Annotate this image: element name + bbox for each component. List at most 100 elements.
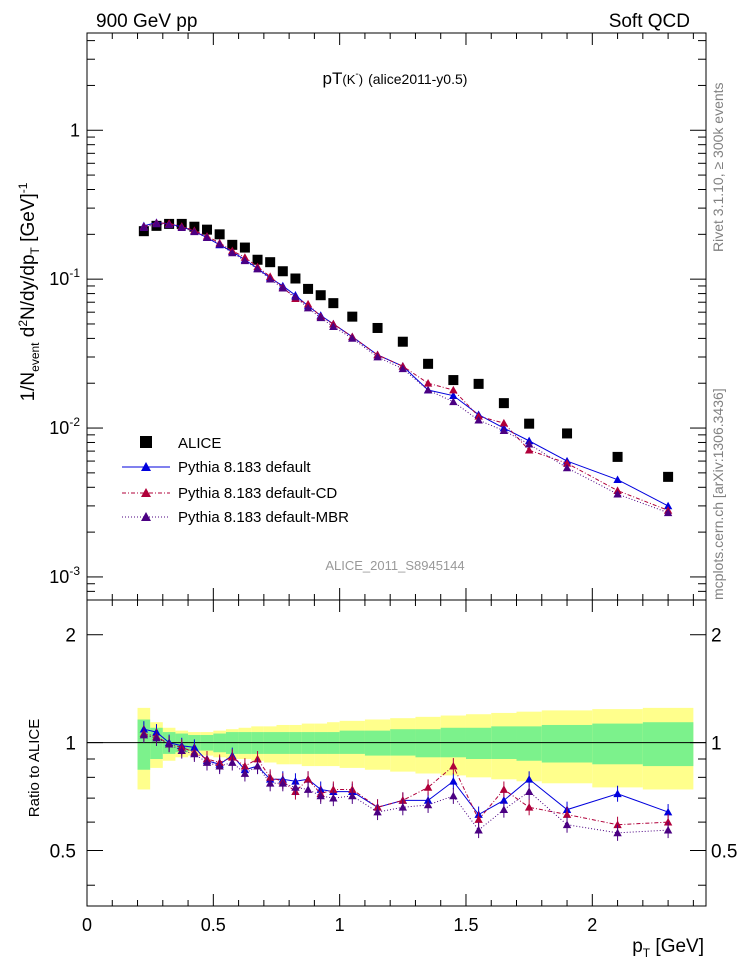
data-point-mbr — [139, 223, 149, 231]
data-point-alice — [138, 226, 149, 237]
plot-title: pT(K-) (alice2011-y0.5) — [323, 69, 468, 88]
legend-label-default: Pythia 8.183 default — [178, 459, 311, 476]
ratio-point-mbr — [373, 807, 382, 816]
stat-band-bin — [642, 722, 694, 767]
ratio-point-cd — [423, 783, 433, 791]
ratio-point-cd — [663, 817, 673, 826]
y-tick-label-ratio-right: 0.5 — [711, 841, 737, 862]
data-point-mbr — [152, 219, 161, 228]
data-point-mbr — [398, 364, 408, 373]
plot-title-sup: - — [355, 69, 358, 80]
legend-marker-mbr — [141, 512, 151, 521]
data-point-alice — [612, 451, 623, 462]
data-point-alice — [252, 254, 263, 265]
ratio-point-mbr — [139, 730, 149, 739]
data-point-mbr — [278, 283, 288, 292]
data-point-alice — [372, 322, 383, 333]
legend: ALICE Pythia 8.183 default Pythia 8.183 … — [122, 435, 349, 526]
data-point-alice — [448, 375, 459, 386]
legend-label-alice: ALICE — [178, 435, 221, 452]
data-point-alice — [227, 239, 238, 250]
data-point-mbr — [202, 233, 212, 242]
y-tick-label-top: 1 — [70, 120, 80, 140]
ratio-point-mbr — [215, 761, 224, 770]
ratio-point-default — [524, 775, 534, 783]
data-point-alice — [473, 378, 484, 389]
data-point-cd — [499, 418, 509, 427]
data-point-mbr — [499, 426, 509, 435]
ratio-point-mbr — [303, 785, 313, 793]
data-point-default — [613, 475, 622, 484]
x-tick-label: 0 — [82, 915, 92, 935]
y-tick-label-ratio-right: 1 — [711, 734, 722, 755]
stat-band-bin — [516, 726, 542, 761]
data-point-mbr — [164, 220, 174, 229]
ratio-point-default — [663, 807, 673, 816]
plot-title-close: ) — [359, 72, 363, 87]
data-point-alice — [663, 471, 674, 482]
y-axis-label-ratio: Ratio to ALICE — [26, 719, 43, 817]
ratio-point-mbr — [348, 791, 357, 800]
data-point-alice — [202, 224, 213, 235]
legend-label-mbr: Pythia 8.183 default-MBR — [178, 509, 349, 526]
ratio-point-cd — [303, 775, 313, 783]
legend-marker-alice — [140, 436, 152, 448]
data-point-alice — [265, 257, 276, 268]
data-point-mbr — [228, 248, 237, 257]
ratio-point-cd — [449, 761, 458, 770]
data-point-mbr — [562, 463, 572, 472]
data-point-alice — [397, 336, 408, 347]
ratio-point-cd — [499, 785, 509, 793]
data-point-mbr — [524, 439, 534, 448]
ratio-point-cd — [562, 810, 572, 818]
ratio-point-mbr — [190, 749, 199, 758]
data-point-alice — [290, 273, 301, 284]
ratio-point-default — [613, 789, 622, 798]
y-tick-label-ratio-right: 2 — [711, 626, 722, 647]
ratio-point-mbr — [265, 779, 275, 787]
ratio-point-mbr — [164, 739, 174, 748]
data-point-alice — [315, 290, 326, 301]
ratio-point-mbr — [228, 758, 237, 766]
ratio-line-mbr — [143, 734, 669, 834]
x-tick-label: 1.5 — [453, 915, 478, 935]
ratio-point-default — [499, 796, 509, 804]
x-tick-label: 0.5 — [201, 915, 226, 935]
data-point-mbr — [423, 385, 433, 394]
data-point-cd — [562, 459, 572, 467]
data-point-mbr — [240, 256, 250, 265]
y-tick-label-ratio-left: 0.5 — [50, 841, 76, 862]
data-point-mbr — [253, 264, 262, 273]
ratio-point-mbr — [663, 825, 673, 834]
ratio-point-mbr — [613, 828, 622, 837]
header-right: Soft QCD — [609, 11, 690, 32]
stat-band-bin — [415, 729, 441, 758]
data-point-alice — [498, 398, 509, 409]
x-tick-label: 1 — [335, 915, 345, 935]
data-point-mbr — [449, 397, 458, 406]
ratio-point-mbr — [152, 733, 161, 742]
data-point-mbr — [663, 508, 673, 517]
x-tick-label: 2 — [587, 915, 597, 935]
data-point-alice — [239, 242, 250, 253]
x-axis-label: pT [GeV] — [632, 936, 704, 960]
header-left: 900 GeV pp — [96, 11, 197, 32]
data-point-mbr — [291, 292, 300, 301]
y-tick-label-ratio-left: 2 — [65, 626, 76, 647]
data-point-mbr — [190, 227, 199, 236]
y-axis-label-top: 1/Nevent d2N/dy/dpT [GeV]-1 — [16, 182, 42, 401]
data-point-mbr — [265, 274, 275, 283]
ratio-point-mbr — [291, 783, 300, 791]
stat-band-bin — [541, 724, 593, 763]
source-label: mcplots.cern.ch [arXiv:1306.3436] — [710, 388, 726, 600]
data-point-mbr — [474, 415, 483, 424]
plot-title-main: pT — [323, 69, 343, 88]
ratio-point-default — [449, 777, 458, 785]
ratio-point-mbr — [398, 803, 408, 811]
legend-label-cd: Pythia 8.183 default-CD — [178, 485, 337, 502]
ratio-point-mbr — [240, 769, 250, 777]
plot-title-tag: (alice2011-y0.5) — [368, 71, 467, 87]
legend-entry-cd: Pythia 8.183 default-CD — [122, 485, 337, 502]
y-tick-label-top: 10-1 — [49, 266, 80, 289]
